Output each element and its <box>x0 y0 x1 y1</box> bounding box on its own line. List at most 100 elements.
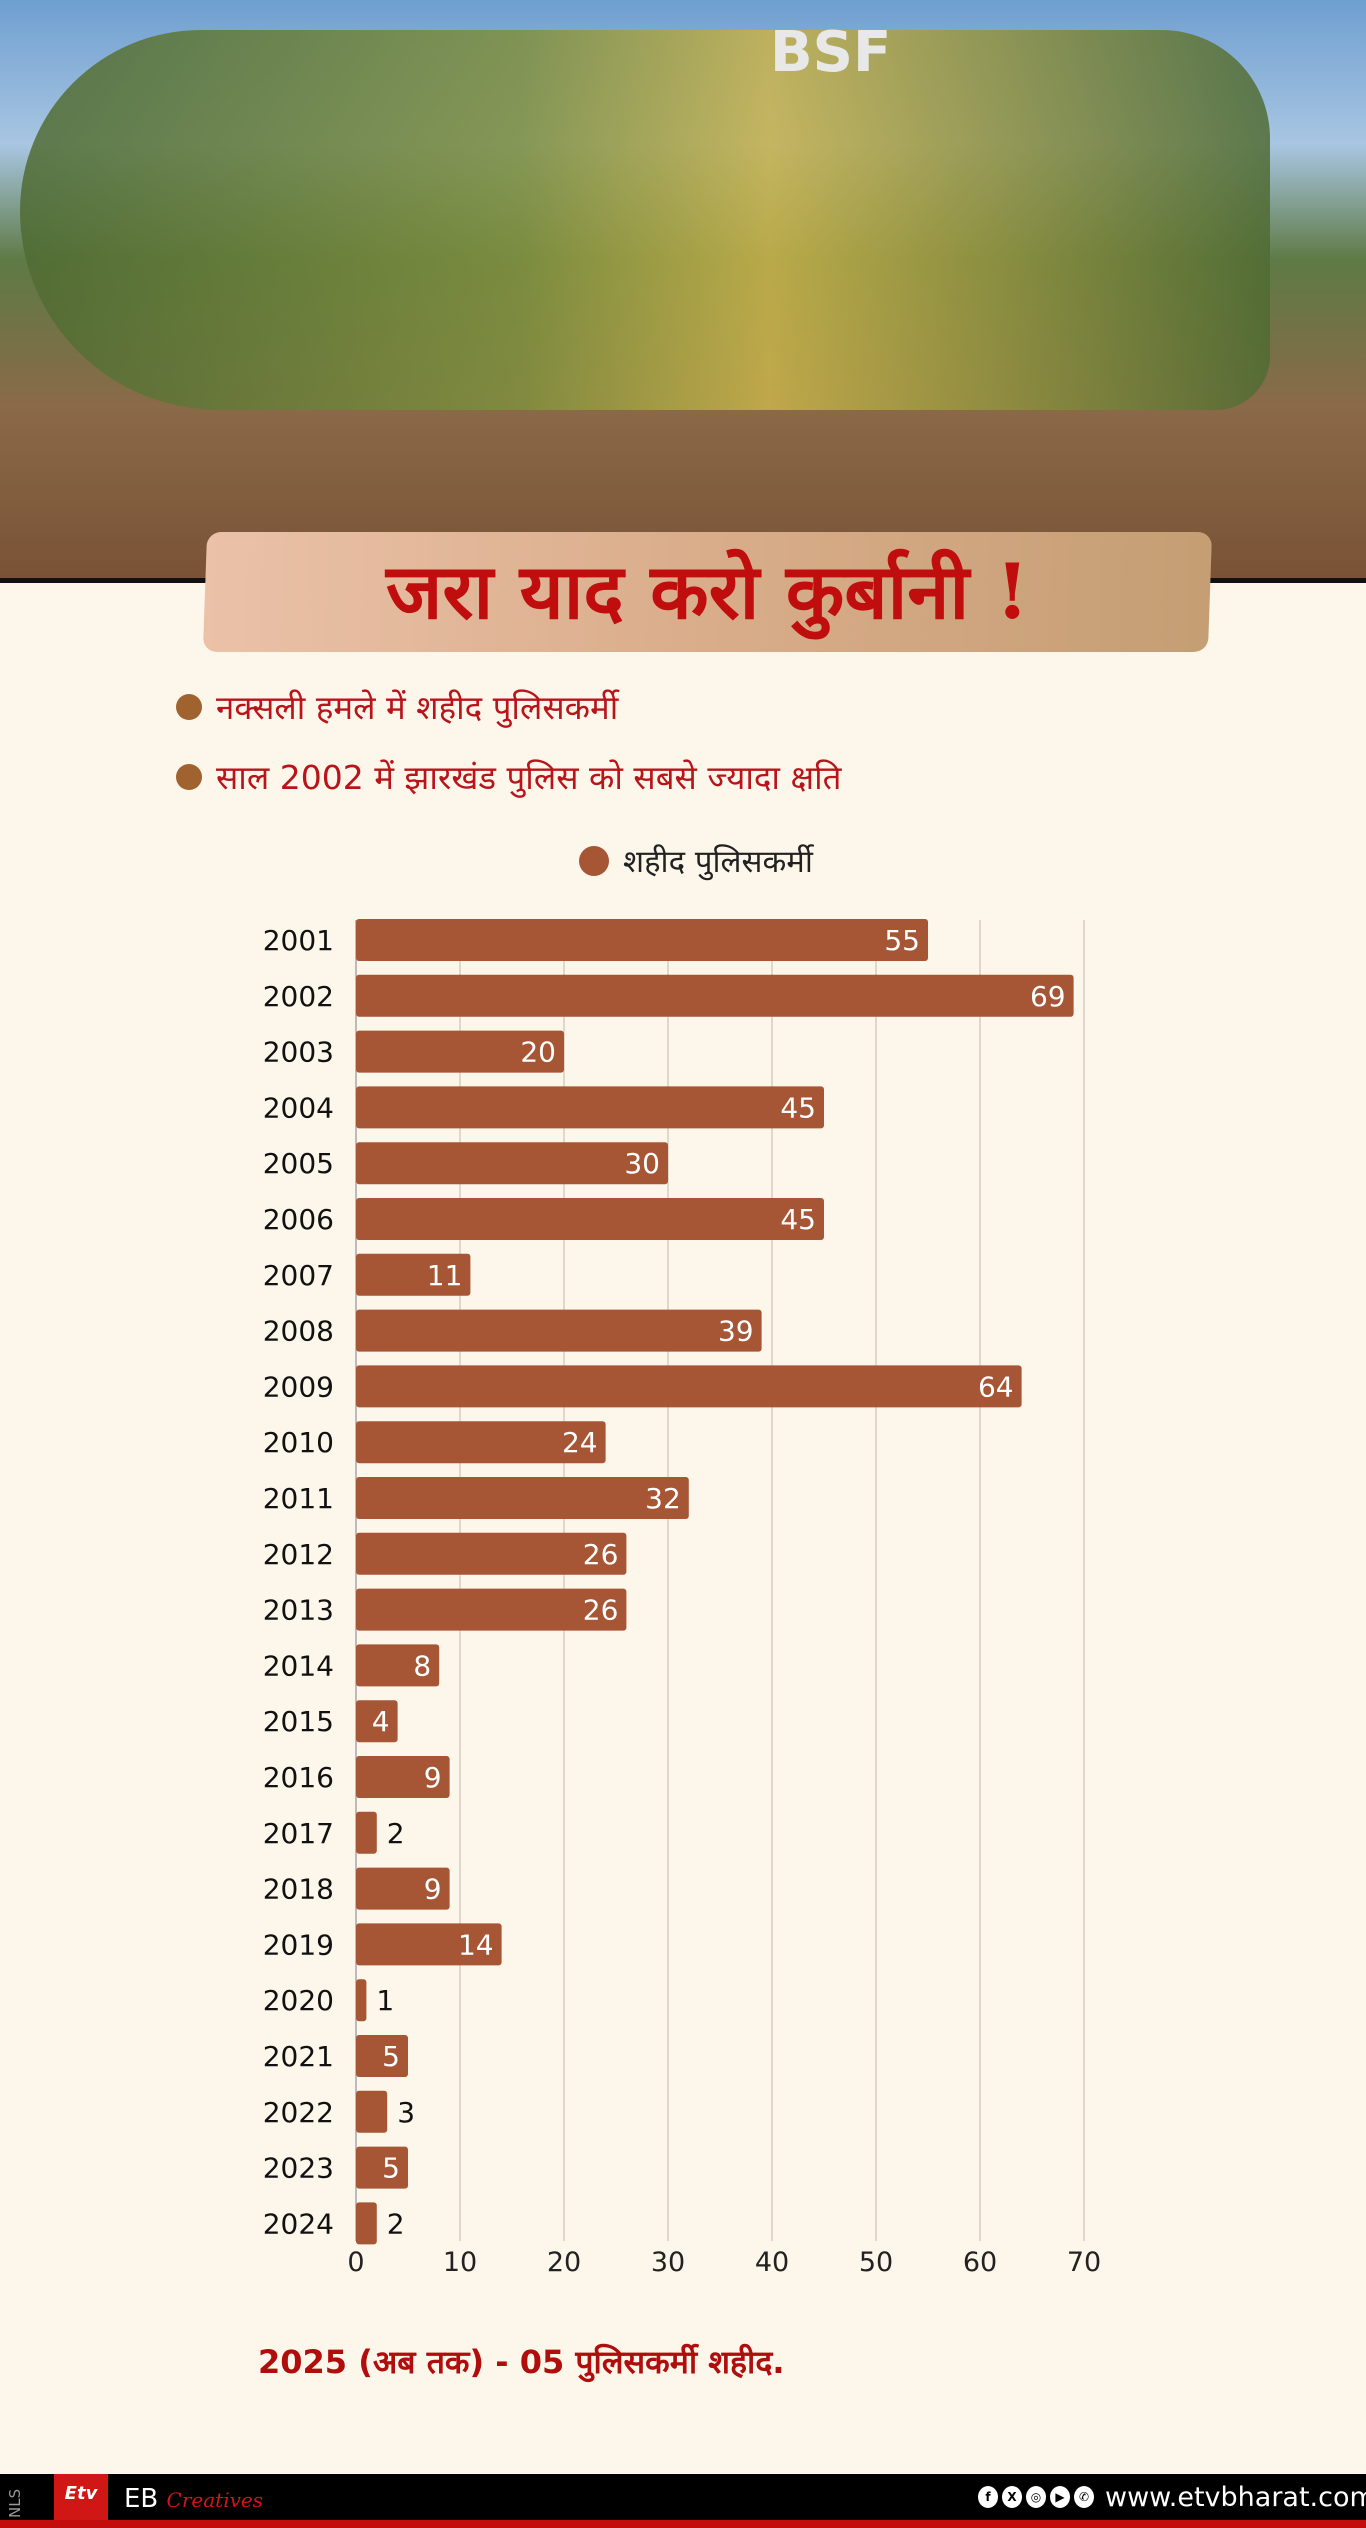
x-tick-label: 30 <box>651 2247 685 2278</box>
footnote: 2025 (अब तक) - 05 पुलिसकर्मी शहीद. <box>258 2343 785 2381</box>
y-tick-label: 2009 <box>263 1370 334 1403</box>
bar <box>356 1142 668 1185</box>
y-tick-label: 2010 <box>263 1426 334 1459</box>
page-title: जरा याद करो कुर्बानी ! <box>386 547 1029 636</box>
data-label: 5 <box>382 2040 400 2073</box>
data-label: 4 <box>372 1705 390 1738</box>
bullet-item: साल 2002 में झारखंड पुलिस को सबसे ज्यादा… <box>176 754 841 799</box>
bar <box>356 2146 408 2189</box>
bullet-dot-icon <box>176 763 202 790</box>
data-label: 55 <box>884 924 920 957</box>
y-tick-label: 2013 <box>263 1594 334 1627</box>
y-tick-label: 2020 <box>263 1984 334 2017</box>
data-label: 8 <box>413 1649 431 1682</box>
etv-bharat-logo: Etv <box>54 2474 108 2520</box>
bar <box>356 1365 1022 1408</box>
y-tick-label: 2002 <box>263 980 334 1013</box>
x-tick-label: 0 <box>347 2247 364 2278</box>
youtube-icon[interactable]: ▶ <box>1050 2486 1070 2508</box>
y-tick-label: 2023 <box>263 2152 334 2185</box>
bar <box>356 1923 502 1966</box>
y-tick-label: 2003 <box>263 1036 334 1069</box>
bar <box>356 2090 388 2133</box>
instagram-icon[interactable]: ◎ <box>1026 2486 1046 2508</box>
y-tick-label: 2021 <box>263 2040 334 2073</box>
y-tick-label: 2019 <box>263 1928 334 1961</box>
y-tick-label: 2004 <box>263 1091 334 1124</box>
bar <box>356 1253 471 1296</box>
y-tick-label: 2014 <box>263 1649 334 1682</box>
bar <box>356 1421 606 1464</box>
data-label: 30 <box>624 1147 660 1180</box>
bar <box>356 1198 824 1240</box>
data-label: 9 <box>424 1873 442 1906</box>
x-tick-label: 40 <box>755 2247 789 2278</box>
data-label: 24 <box>562 1426 598 1459</box>
facebook-icon[interactable]: f <box>978 2486 998 2508</box>
x-tick-label: 10 <box>443 2247 477 2278</box>
bullet-item: नक्सली हमले में शहीद पुलिसकर्मी <box>176 684 618 729</box>
y-tick-label: 2018 <box>263 1873 334 1906</box>
data-label: 45 <box>780 1203 816 1236</box>
chart-legend: शहीद पुलिसकर्मी <box>579 840 813 882</box>
y-tick-label: 2001 <box>263 924 334 957</box>
bar <box>356 2035 408 2077</box>
x-tick-label: 20 <box>547 2247 581 2278</box>
data-label: 5 <box>382 2152 400 2185</box>
legend-swatch-icon <box>579 846 609 876</box>
bar <box>356 1309 762 1352</box>
bar <box>356 1867 450 1910</box>
bar <box>356 2202 377 2245</box>
eb-creatives-logo: EB Creatives <box>124 2484 263 2514</box>
data-label: 69 <box>1030 980 1066 1013</box>
bullet-text: साल 2002 में झारखंड पुलिस को सबसे ज्यादा… <box>216 758 842 797</box>
y-tick-label: 2015 <box>263 1705 334 1738</box>
data-label: 45 <box>780 1091 816 1124</box>
bar <box>356 1588 627 1631</box>
bar <box>356 1030 564 1073</box>
y-tick-label: 2024 <box>263 2207 334 2240</box>
bar <box>356 1532 627 1575</box>
x-tick-label: 70 <box>1067 2247 1101 2278</box>
data-label: 3 <box>397 2096 415 2129</box>
helicopter-image <box>20 30 1270 410</box>
bar <box>356 919 928 961</box>
bar <box>356 1756 450 1798</box>
bullet-dot-icon <box>176 693 202 720</box>
photo-text: BSF <box>770 20 892 85</box>
data-label: 26 <box>583 1538 619 1571</box>
x-tick-label: 60 <box>963 2247 997 2278</box>
whatsapp-icon[interactable]: ✆ <box>1074 2486 1094 2508</box>
data-label: 9 <box>424 1761 442 1794</box>
nls-label: NLS <box>6 2488 24 2518</box>
data-label: 2 <box>387 1817 405 1850</box>
bar <box>356 974 1074 1017</box>
bar <box>356 1979 367 2022</box>
x-icon[interactable]: X <box>1002 2486 1022 2508</box>
social-icons: f X ◎ ▶ ✆ <box>978 2486 1094 2508</box>
y-tick-label: 2011 <box>263 1482 334 1515</box>
y-tick-label: 2007 <box>263 1259 334 1292</box>
bar <box>356 1086 824 1129</box>
data-label: 32 <box>645 1482 681 1515</box>
y-tick-label: 2008 <box>263 1315 334 1348</box>
legend-label: शहीद पुलिसकर्मी <box>623 844 813 880</box>
data-label: 26 <box>583 1594 619 1627</box>
bar <box>356 1644 440 1687</box>
y-tick-label: 2017 <box>263 1817 334 1850</box>
y-tick-label: 2006 <box>263 1203 334 1236</box>
data-label: 20 <box>520 1036 556 1069</box>
x-tick-label: 50 <box>859 2247 893 2278</box>
hero-photo: BSF <box>0 0 1366 583</box>
bullet-text: नक्सली हमले में शहीद पुलिसकर्मी <box>216 688 619 727</box>
bar <box>356 1811 377 1854</box>
bar <box>356 1700 398 1743</box>
y-tick-label: 2016 <box>263 1761 334 1794</box>
data-label: 1 <box>376 1984 394 2017</box>
footer-bar: NLS Etv EB Creatives f X ◎ ▶ ✆ www.etvbh… <box>0 2474 1366 2528</box>
data-label: 11 <box>427 1259 463 1292</box>
website-link[interactable]: www.etvbharat.com <box>1105 2482 1366 2513</box>
y-tick-label: 2012 <box>263 1538 334 1571</box>
data-label: 64 <box>978 1370 1014 1403</box>
